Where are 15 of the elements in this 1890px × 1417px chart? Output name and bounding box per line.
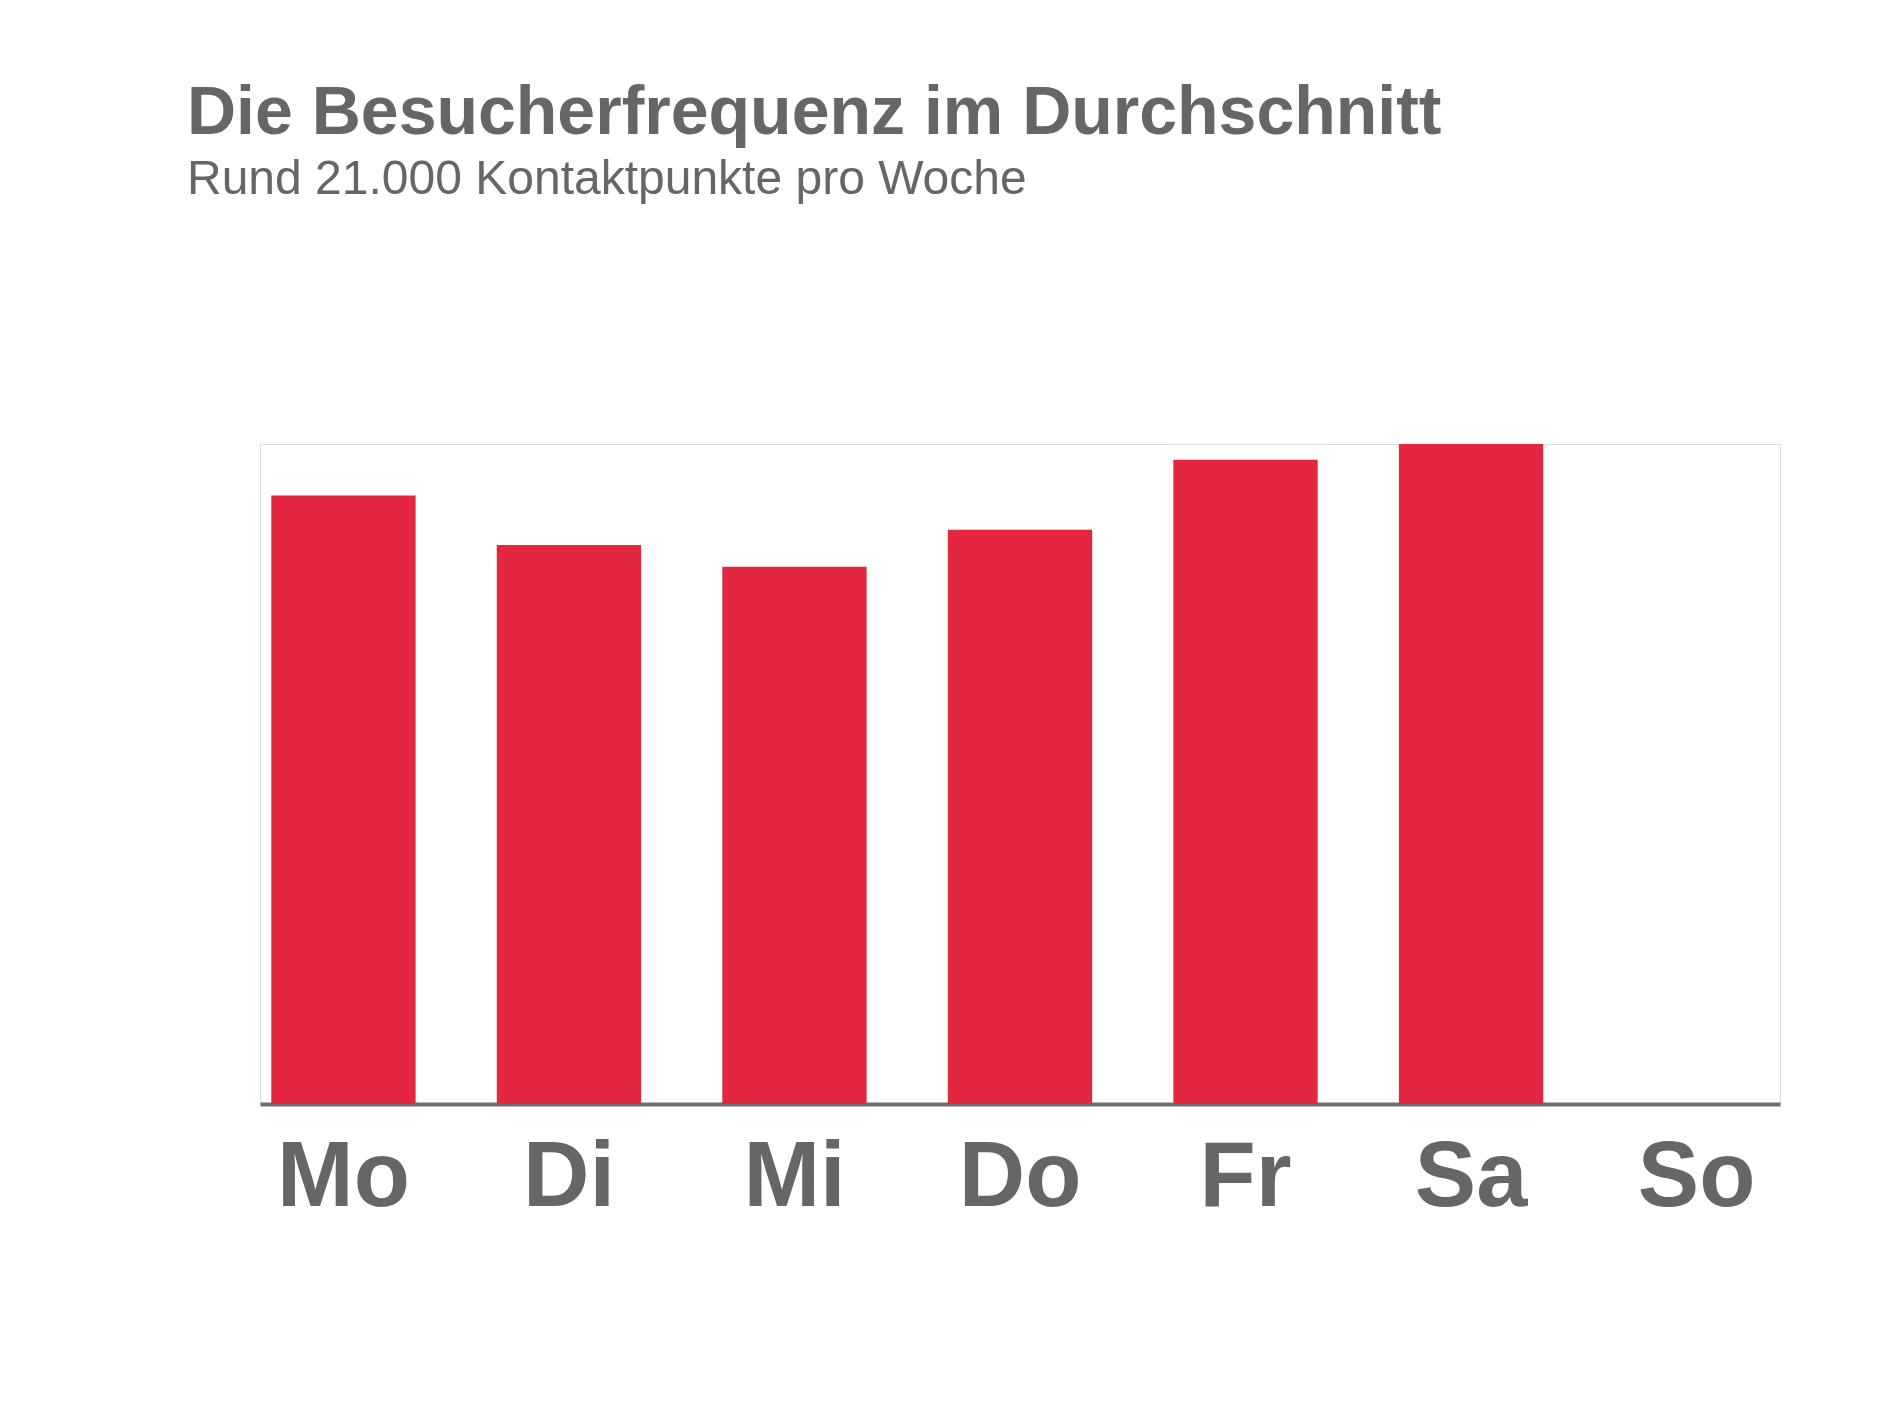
bar: [496, 544, 642, 1104]
bar: [1398, 444, 1544, 1104]
x-tick-label: Do: [958, 1122, 1082, 1225]
x-tick-label: Di: [522, 1122, 615, 1225]
bar: [271, 495, 416, 1104]
bar: [722, 566, 867, 1104]
x-tick-label: Sa: [1414, 1122, 1529, 1225]
bar: [1173, 459, 1318, 1104]
chart-subtitle: Rund 21.000 Kontaktpunkte pro Woche: [187, 151, 1027, 204]
bar: [947, 529, 1093, 1104]
x-tick-label: So: [1637, 1122, 1756, 1225]
x-tick-label: Mo: [277, 1122, 410, 1225]
x-tick-label: Fr: [1199, 1122, 1292, 1225]
chart-title: Die Besucherfrequenz im Durchschnitt: [187, 72, 1442, 148]
x-tick-label: Mi: [743, 1122, 846, 1225]
